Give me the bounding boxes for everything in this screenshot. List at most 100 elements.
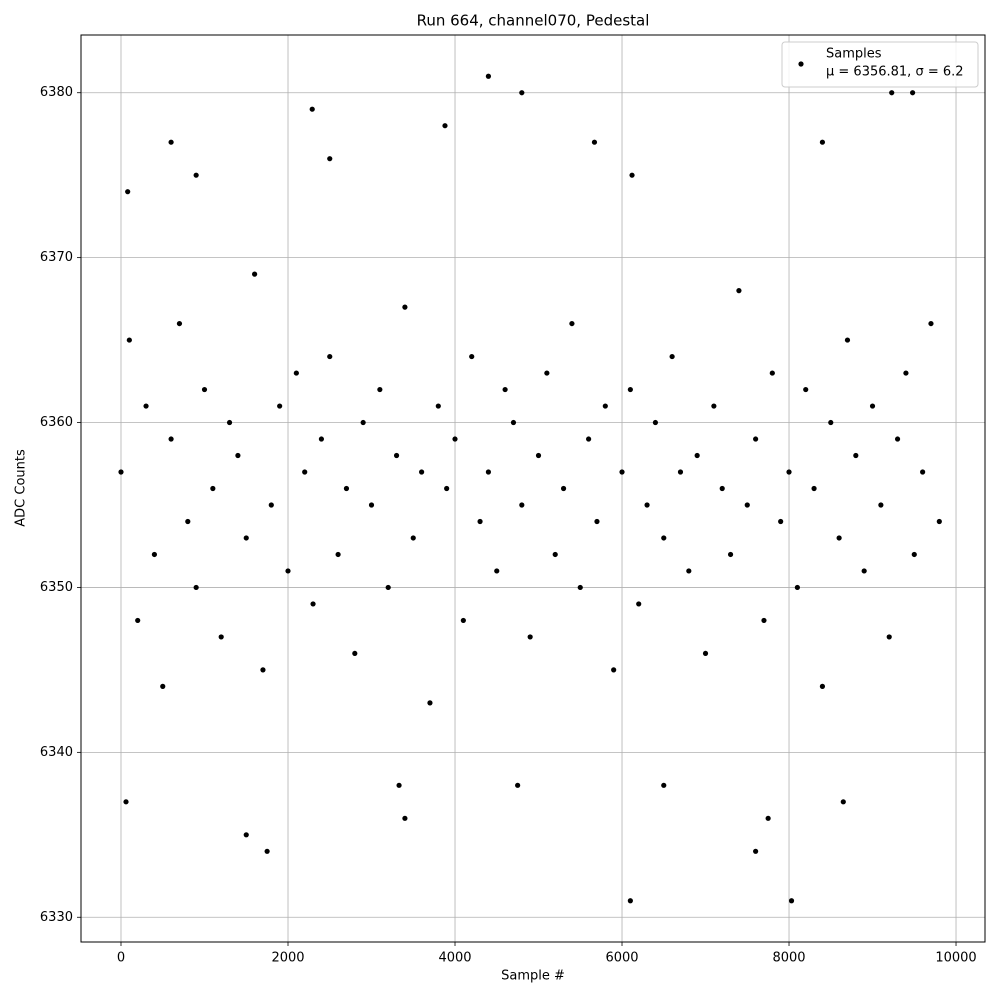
data-point — [753, 848, 759, 854]
data-point — [765, 815, 771, 821]
data-point — [168, 436, 174, 442]
y-tick-label: 6340 — [40, 745, 73, 760]
data-point — [327, 156, 333, 162]
plot-frame — [80, 34, 986, 943]
data-point — [309, 106, 315, 112]
data-point — [402, 304, 408, 310]
data-point — [586, 436, 592, 442]
data-point — [836, 535, 842, 541]
data-point — [803, 386, 809, 393]
data-point — [310, 601, 316, 607]
data-point — [243, 832, 249, 838]
data-point — [788, 898, 795, 904]
data-point — [452, 436, 458, 442]
data-point — [277, 403, 283, 409]
data-point — [435, 403, 441, 409]
x-tick-label: 10000 — [935, 951, 976, 966]
data-point — [143, 403, 149, 409]
data-point — [911, 551, 917, 558]
data-point — [260, 667, 266, 673]
data-point — [878, 502, 884, 508]
data-point — [669, 353, 675, 360]
data-point — [485, 469, 492, 475]
legend-label: Samples — [826, 47, 882, 62]
data-point — [869, 403, 876, 409]
data-point — [176, 320, 183, 327]
data-point — [686, 568, 692, 574]
data-point — [727, 551, 734, 558]
data-point — [285, 568, 291, 574]
data-point — [160, 683, 166, 689]
data-point — [629, 172, 635, 178]
data-point — [560, 485, 567, 492]
data-point — [252, 271, 258, 277]
data-point — [126, 337, 132, 343]
data-point — [352, 650, 358, 657]
legend-marker — [798, 61, 804, 67]
data-point — [936, 518, 942, 525]
data-point — [853, 452, 859, 459]
data-point — [761, 617, 767, 624]
data-point — [268, 502, 274, 508]
data-point — [544, 370, 550, 376]
data-point — [442, 123, 448, 129]
data-point — [302, 469, 308, 475]
data-point — [243, 535, 249, 541]
data-point — [828, 419, 834, 426]
data-point — [419, 469, 425, 475]
data-point — [519, 90, 525, 96]
data-point — [193, 584, 199, 591]
data-point — [494, 568, 500, 574]
data-point — [535, 452, 542, 459]
data-point — [360, 419, 366, 426]
legend-box — [781, 41, 979, 88]
data-point — [201, 386, 208, 393]
data-point — [611, 667, 617, 673]
data-point — [377, 386, 383, 393]
data-point — [778, 518, 784, 525]
data-point — [343, 485, 350, 492]
data-point — [594, 518, 600, 525]
data-point — [502, 386, 508, 393]
data-point — [293, 370, 299, 376]
data-point — [193, 172, 199, 178]
data-point — [794, 584, 800, 591]
data-point — [736, 288, 742, 294]
data-point — [910, 90, 916, 96]
data-point — [661, 535, 667, 541]
x-tick-label: 0 — [117, 951, 125, 966]
data-point — [402, 815, 408, 821]
data-point — [519, 502, 525, 508]
x-tick-label: 8000 — [772, 951, 805, 966]
data-point — [552, 551, 558, 558]
data-point — [840, 799, 846, 805]
data-point — [591, 139, 598, 145]
data-point — [327, 353, 333, 360]
data-point — [753, 436, 759, 442]
data-point — [527, 634, 533, 640]
data-point — [393, 452, 400, 459]
data-point — [702, 650, 709, 657]
data-point — [889, 90, 895, 96]
data-point — [744, 502, 750, 508]
data-point — [652, 419, 659, 426]
data-point — [168, 139, 174, 145]
data-point — [627, 898, 633, 904]
data-point — [210, 485, 216, 492]
data-point — [577, 584, 583, 591]
data-point — [894, 436, 901, 442]
data-point — [903, 370, 909, 376]
y-axis-label: ADC Counts — [14, 449, 29, 527]
data-point — [719, 485, 725, 492]
data-point — [226, 419, 233, 426]
data-point — [427, 700, 433, 706]
data-point — [844, 337, 851, 343]
x-axis-label: Sample # — [501, 969, 565, 984]
data-point — [928, 320, 934, 327]
data-point — [602, 403, 608, 409]
data-point — [151, 551, 157, 558]
y-tick-label: 6360 — [40, 415, 73, 430]
data-point — [886, 634, 892, 640]
data-point — [819, 683, 826, 689]
